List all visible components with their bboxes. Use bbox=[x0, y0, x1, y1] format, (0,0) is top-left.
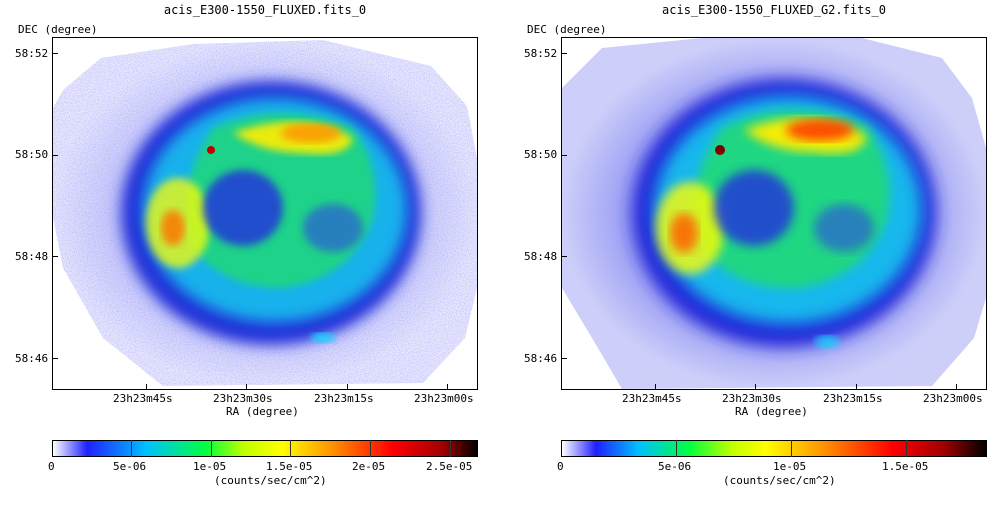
x-axis-label: RA (degree) bbox=[226, 405, 299, 418]
y-tick-label: 58:52 bbox=[15, 47, 49, 60]
colorbar-units: (counts/sec/cm^2) bbox=[723, 474, 836, 487]
xray-image-smoothed bbox=[562, 38, 986, 389]
x-tick-label: 23h23m30s bbox=[722, 392, 782, 405]
x-tick-label: 23h23m45s bbox=[622, 392, 682, 405]
colorbar-tick-label: 5e-06 bbox=[658, 460, 692, 473]
panel-title: acis_E300-1550_FLUXED.fits_0 bbox=[163, 3, 367, 17]
colorbar-tick-label: 1.5e-05 bbox=[266, 460, 313, 473]
x-tick-label: 23h23m45s bbox=[113, 392, 173, 405]
y-axis-label: DEC (degree) bbox=[527, 23, 607, 36]
x-tick-label: 23h23m15s bbox=[314, 392, 374, 405]
y-tick-label: 58:52 bbox=[524, 47, 558, 60]
colorbar-tick-label: 1e-05 bbox=[773, 460, 807, 473]
colorbar-tick-label: 5e-06 bbox=[113, 460, 147, 473]
y-tick-label: 58:50 bbox=[524, 148, 558, 161]
colorbar-units: (counts/sec/cm^2) bbox=[214, 474, 327, 487]
y-axis-label: DEC (degree) bbox=[18, 23, 98, 36]
colorbar bbox=[561, 440, 987, 457]
panel-title: acis_E300-1550_FLUXED_G2.fits_0 bbox=[662, 3, 886, 17]
colorbar-tick-label: 0 bbox=[557, 460, 564, 473]
colorbar-tick-label: 2.5e-05 bbox=[426, 460, 473, 473]
x-tick-label: 23h23m00s bbox=[414, 392, 474, 405]
y-tick-label: 58:46 bbox=[524, 352, 558, 365]
x-tick-label: 23h23m30s bbox=[213, 392, 273, 405]
colorbar-tick-label: 1e-05 bbox=[193, 460, 227, 473]
image-frame[interactable] bbox=[561, 37, 987, 390]
y-tick-label: 58:46 bbox=[15, 352, 49, 365]
xray-image-raw bbox=[53, 40, 477, 386]
x-tick-label: 23h23m00s bbox=[923, 392, 983, 405]
colorbar-tick-label: 1.5e-05 bbox=[882, 460, 929, 473]
colorbar-tick-label: 0 bbox=[48, 460, 55, 473]
colorbar-tick-label: 2e-05 bbox=[352, 460, 386, 473]
y-tick-label: 58:48 bbox=[15, 250, 49, 263]
y-tick-label: 58:50 bbox=[15, 148, 49, 161]
colorbar bbox=[52, 440, 478, 457]
image-frame[interactable] bbox=[52, 37, 478, 390]
x-axis-label: RA (degree) bbox=[735, 405, 808, 418]
y-tick-label: 58:48 bbox=[524, 250, 558, 263]
x-tick-label: 23h23m15s bbox=[823, 392, 883, 405]
